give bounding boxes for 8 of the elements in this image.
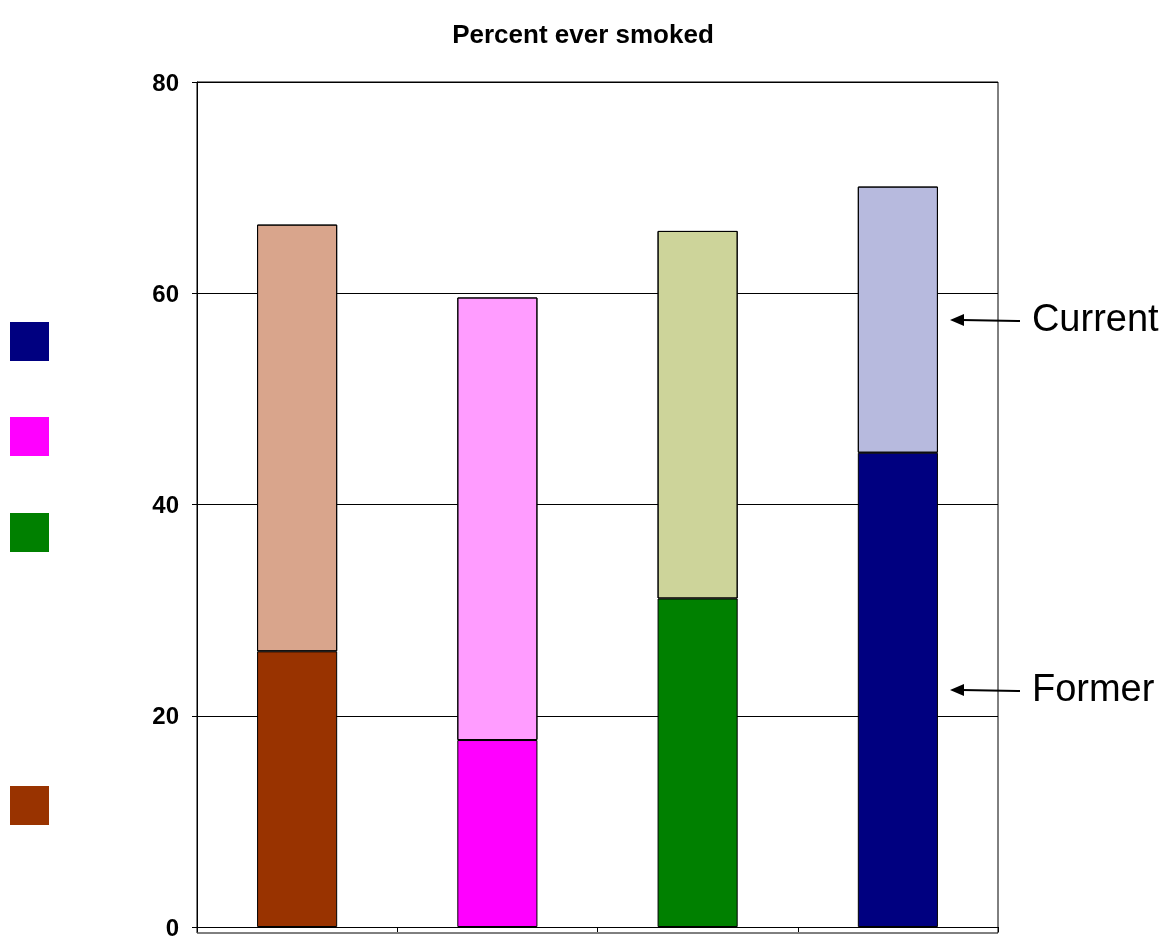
y-tick-label: 20 — [152, 702, 179, 730]
y-tick-label: 0 — [165, 913, 179, 941]
y-tick-label: 60 — [152, 279, 179, 307]
chart-title: Percent ever smoked — [452, 19, 714, 49]
legend-label: Former — [1031, 666, 1155, 710]
y-tick-label: 40 — [152, 491, 179, 518]
y-tick-label: 80 — [152, 68, 179, 96]
legend-label: Current — [1031, 296, 1159, 340]
